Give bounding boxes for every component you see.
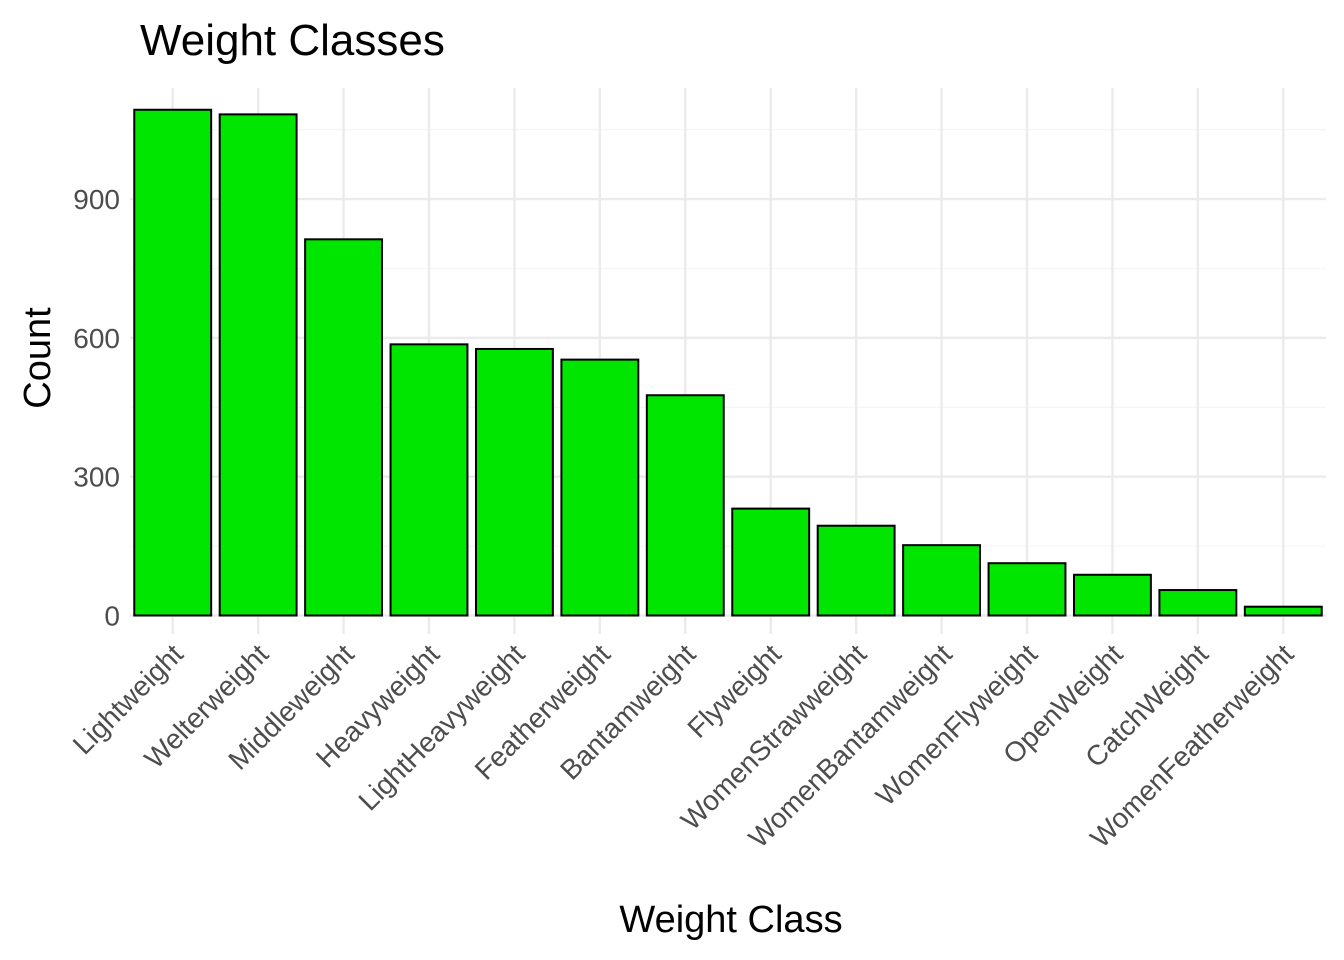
y-tick-label: 0 <box>104 600 120 631</box>
bar-womenbantamweight <box>902 544 982 617</box>
bar-middleweight <box>304 238 384 617</box>
x-axis-title: Weight Class <box>619 899 842 941</box>
x-tick-label: WomenFlyweight <box>870 638 1044 812</box>
bar-womenstrawweight <box>816 524 896 617</box>
y-axis-ticks: 0 300 600 900 <box>73 184 120 631</box>
bar-welterweight <box>218 113 298 617</box>
bar-flyweight <box>731 507 811 617</box>
bar-heavyweight <box>389 343 469 617</box>
x-axis-ticks: LightweightWelterweightMiddleweightHeavy… <box>67 638 1300 853</box>
bar-lightweight <box>133 108 213 617</box>
bar-bantamweight <box>645 394 725 617</box>
bar-womenflyweight <box>987 562 1067 617</box>
y-axis-title: Count <box>17 307 59 409</box>
bar-lightheavyweight <box>474 347 554 617</box>
y-tick-label: 300 <box>73 462 120 493</box>
bar-openweight <box>1072 573 1152 617</box>
bar-catchweight <box>1158 589 1238 617</box>
y-tick-label: 900 <box>73 184 120 215</box>
y-tick-label: 600 <box>73 323 120 354</box>
chart-title: Weight Classes <box>140 16 445 65</box>
bar-womenfeatherweight <box>1243 605 1323 617</box>
bars <box>133 108 1323 617</box>
bar-featherweight <box>560 358 640 617</box>
